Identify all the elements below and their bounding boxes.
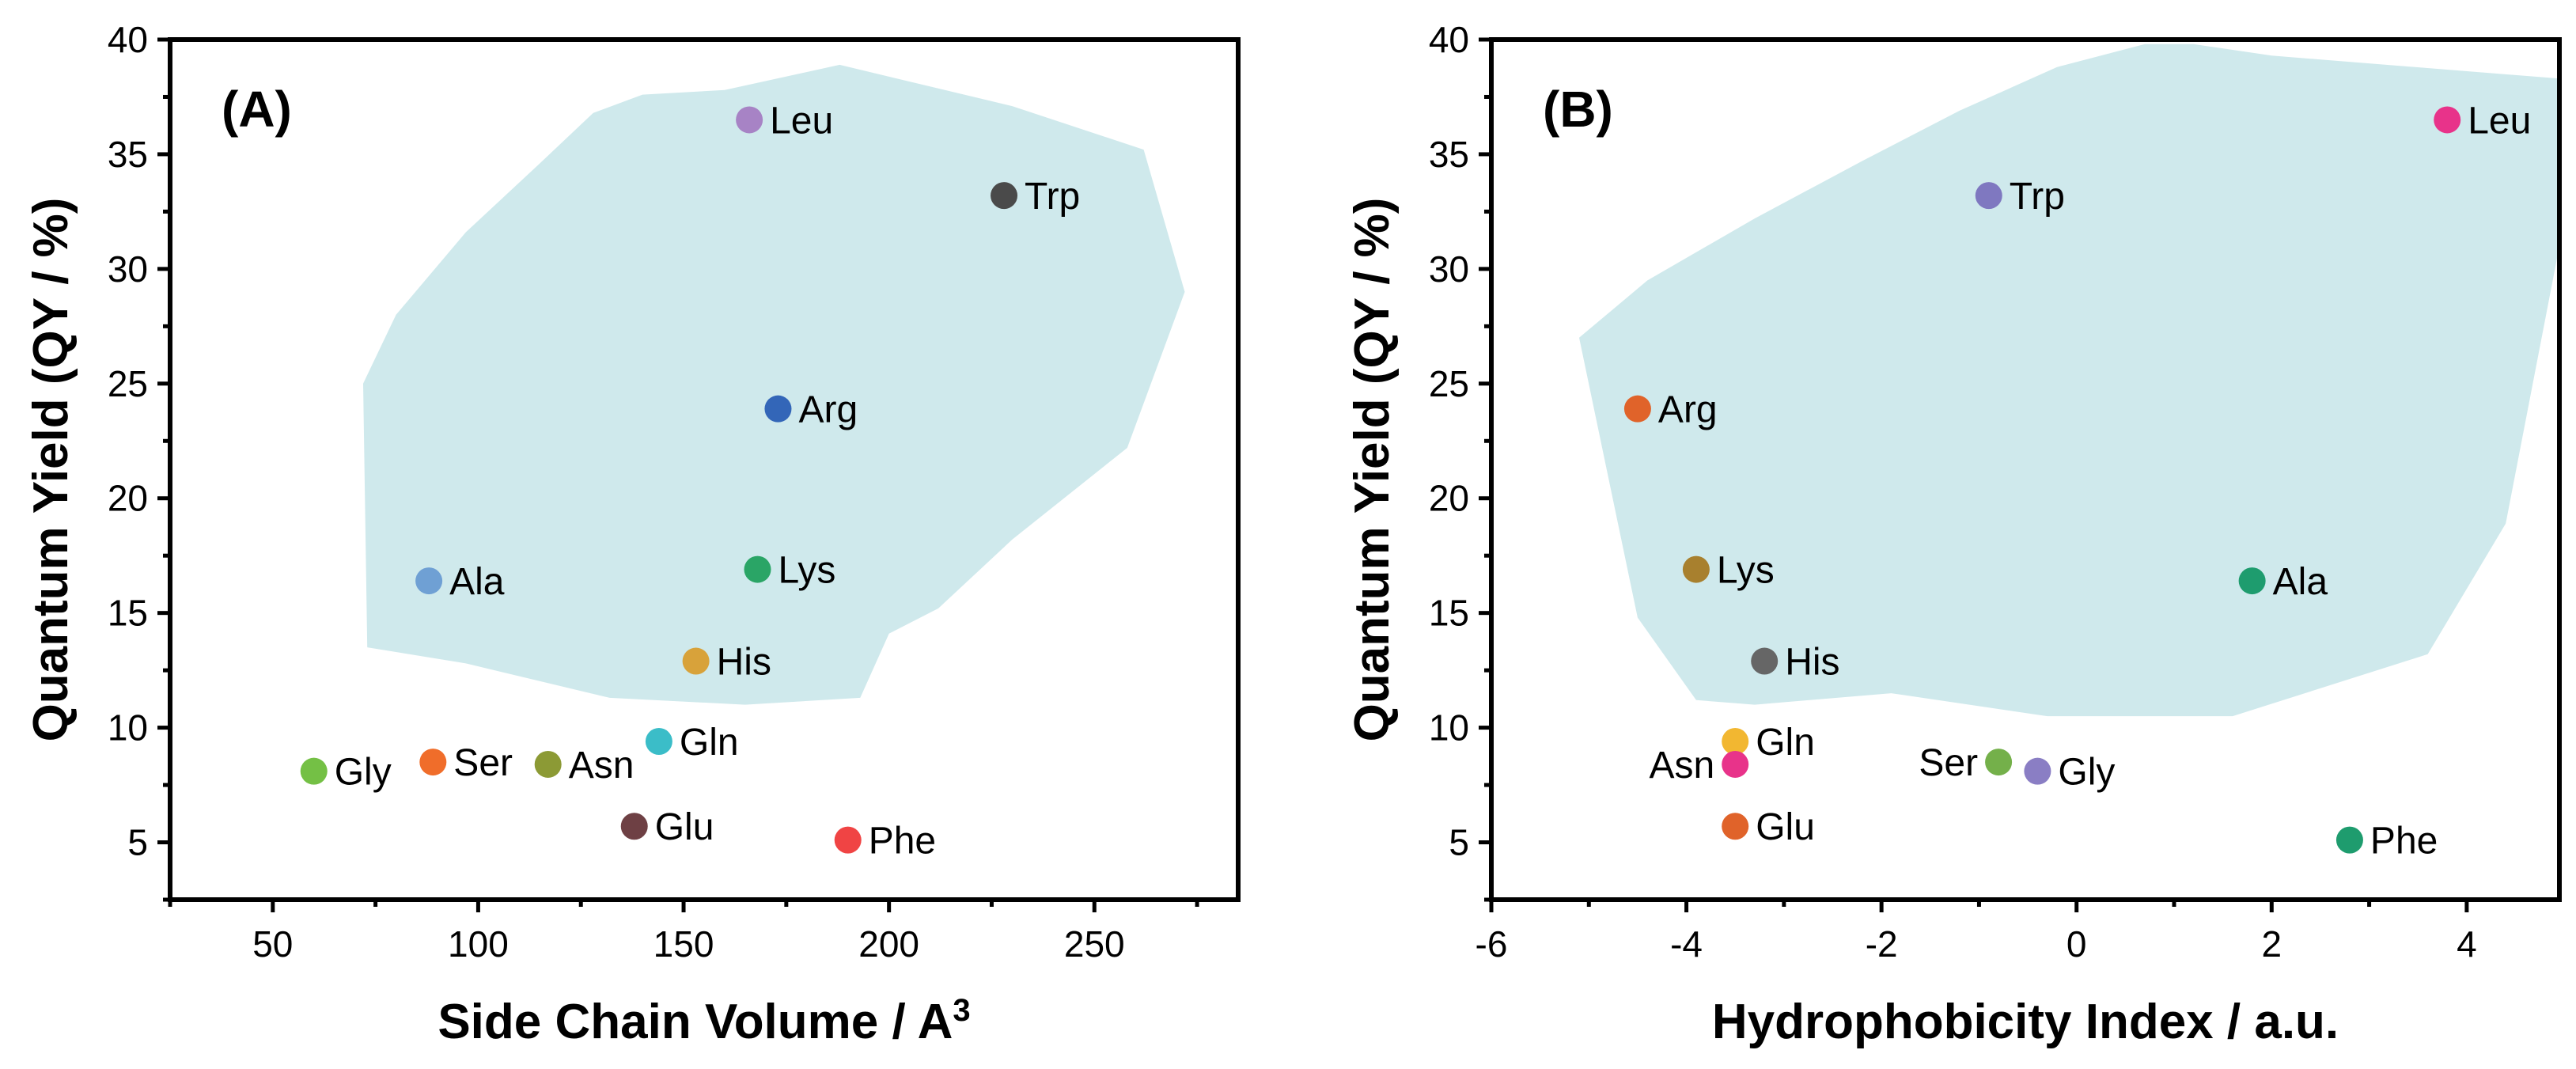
x-axis-title: Side Chain Volume / A3 xyxy=(438,993,970,1049)
y-tick-label: 5 xyxy=(1449,822,1469,863)
point-gly xyxy=(300,757,328,785)
point-phe xyxy=(2335,826,2363,854)
point-trp xyxy=(991,182,1018,210)
y-axis-title: Quantum Yield (QY / %) xyxy=(1345,198,1400,742)
y-tick-label: 15 xyxy=(1429,593,1469,634)
point-gln xyxy=(1722,727,1749,755)
y-tick-label: 10 xyxy=(1429,707,1469,749)
y-tick-label: 30 xyxy=(1429,248,1469,290)
x-tick-label: -2 xyxy=(1866,923,1898,965)
point-label-his: His xyxy=(1785,642,1839,684)
point-label-phe: Phe xyxy=(2370,821,2438,862)
point-glu xyxy=(620,813,648,840)
point-lys xyxy=(744,555,771,583)
y-tick-label: 5 xyxy=(127,822,148,863)
axes-frame xyxy=(1489,37,2562,902)
point-label-glu: Glu xyxy=(1756,806,1815,848)
x-axis-title: Hydrophobicity Index / a.u. xyxy=(1712,995,2339,1049)
x-tick-label: 150 xyxy=(653,923,714,965)
y-tick-label: 25 xyxy=(1429,363,1469,404)
point-ala xyxy=(2238,567,2266,595)
point-label-arg: Arg xyxy=(798,389,858,431)
point-leu xyxy=(2434,106,2461,134)
point-ser xyxy=(1985,749,2013,776)
point-label-asn: Asn xyxy=(569,745,635,787)
y-axis-title: Quantum Yield (QY / %) xyxy=(24,198,78,742)
x-tick-label: 200 xyxy=(858,923,919,965)
point-ser xyxy=(419,749,447,776)
point-trp xyxy=(1975,182,2002,210)
x-tick-label: 50 xyxy=(252,923,293,965)
point-label-his: His xyxy=(717,642,771,684)
y-tick-label: 40 xyxy=(108,19,148,60)
point-label-glu: Glu xyxy=(655,806,714,848)
point-arg xyxy=(1623,395,1651,423)
shaded-region xyxy=(1579,44,2559,717)
y-tick-label: 20 xyxy=(1429,478,1469,519)
point-label-leu: Leu xyxy=(770,100,833,142)
point-label-asn: Asn xyxy=(1650,745,1715,787)
point-his xyxy=(1751,647,1779,675)
point-asn xyxy=(1722,750,1749,778)
x-tick-label: 0 xyxy=(2066,923,2087,965)
point-lys xyxy=(1682,555,1710,583)
shaded-region xyxy=(363,64,1185,705)
point-gly xyxy=(2024,757,2051,785)
point-label-gln: Gln xyxy=(680,722,739,764)
axes-frame xyxy=(168,37,1241,902)
point-ala xyxy=(415,567,443,595)
point-his xyxy=(682,647,710,675)
point-arg xyxy=(764,395,792,423)
panel-label: (B) xyxy=(1543,81,1613,138)
point-label-arg: Arg xyxy=(1658,389,1718,431)
y-tick-label: 15 xyxy=(108,593,148,634)
point-label-gln: Gln xyxy=(1756,722,1815,764)
y-tick-label: 20 xyxy=(108,478,148,519)
chart-panel-0: 5 10 15 20 25 30 35 40 50 100 150 200 250 Side Chain … xyxy=(24,19,1241,1049)
point-phe xyxy=(834,826,862,854)
chart-panel-1: 5 10 15 20 25 30 35 40 -6 -4 -2 0 2 4 Hydrophobicity I… xyxy=(1345,19,2562,1049)
point-label-gly: Gly xyxy=(335,752,392,794)
x-tick-label: 4 xyxy=(2457,923,2477,965)
point-label-gly: Gly xyxy=(2058,752,2115,794)
y-tick-label: 10 xyxy=(108,707,148,749)
point-leu xyxy=(736,106,763,134)
point-asn xyxy=(534,750,562,778)
point-label-lys: Lys xyxy=(1717,550,1775,592)
point-label-phe: Phe xyxy=(869,821,936,862)
x-tick-label: -4 xyxy=(1670,923,1703,965)
y-tick-label: 40 xyxy=(1429,19,1469,60)
point-glu xyxy=(1722,813,1749,840)
point-label-trp: Trp xyxy=(1025,176,1080,218)
point-label-ala: Ala xyxy=(2273,561,2328,603)
y-tick-label: 35 xyxy=(108,134,148,175)
x-tick-label: 250 xyxy=(1064,923,1125,965)
x-tick-label: -6 xyxy=(1476,923,1508,965)
y-tick-label: 25 xyxy=(108,363,148,404)
x-axis-title-superscript: 3 xyxy=(953,993,970,1028)
point-label-ser: Ser xyxy=(1919,742,1978,784)
point-label-ser: Ser xyxy=(453,742,513,784)
x-tick-label: 100 xyxy=(448,923,509,965)
panel-label: (A) xyxy=(222,81,292,138)
y-tick-label: 30 xyxy=(108,248,148,290)
point-gln xyxy=(645,727,672,755)
point-label-lys: Lys xyxy=(778,550,836,592)
point-label-ala: Ala xyxy=(449,561,505,603)
point-label-trp: Trp xyxy=(2010,176,2065,218)
y-tick-label: 35 xyxy=(1429,134,1469,175)
point-label-leu: Leu xyxy=(2468,100,2531,142)
x-tick-label: 2 xyxy=(2262,923,2282,965)
